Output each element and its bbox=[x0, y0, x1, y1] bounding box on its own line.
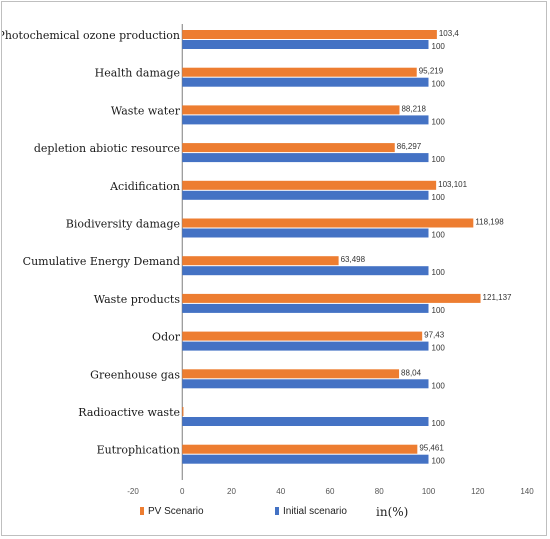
pv-data-label: 97,43 bbox=[424, 331, 445, 340]
category-label: Odor bbox=[152, 331, 181, 344]
x-tick-label: 0 bbox=[180, 487, 185, 496]
pv-data-label: 121,137 bbox=[483, 293, 512, 302]
pv-data-label: 63,498 bbox=[341, 255, 366, 264]
category-label: Radioactive waste bbox=[78, 406, 180, 419]
category-label: Cumulative Energy Demand bbox=[23, 255, 180, 268]
legend-initial-swatch bbox=[275, 507, 279, 515]
category-label: Photochemical ozone production bbox=[2, 29, 180, 42]
category-label: depletion abiotic resource bbox=[34, 142, 180, 155]
x-tick-label: 60 bbox=[326, 487, 335, 496]
pv-scenario-bar bbox=[182, 30, 437, 39]
x-tick-label: 80 bbox=[375, 487, 384, 496]
pv-scenario-bar bbox=[182, 293, 481, 303]
pv-data-label: 95,219 bbox=[419, 67, 444, 76]
category-label: Greenhouse gas bbox=[90, 368, 180, 381]
category-label: Health damage bbox=[95, 67, 180, 80]
initial-data-label: 100 bbox=[432, 381, 446, 390]
initial-data-label: 100 bbox=[432, 117, 446, 126]
pv-scenario-bar bbox=[182, 143, 395, 153]
initial-data-label: 100 bbox=[432, 193, 446, 202]
pv-scenario-bar bbox=[182, 218, 474, 228]
pv-scenario-bar bbox=[182, 256, 339, 266]
x-tick-label: 120 bbox=[471, 487, 485, 496]
initial-scenario-bar bbox=[182, 417, 429, 426]
initial-scenario-bar bbox=[182, 115, 429, 125]
pv-scenario-bar bbox=[182, 369, 400, 379]
legend-initial-label: Initial scenario bbox=[283, 506, 347, 517]
pv-data-label: 95,461 bbox=[419, 444, 444, 453]
initial-scenario-bar bbox=[182, 190, 429, 200]
initial-scenario-bar bbox=[182, 77, 429, 87]
initial-scenario-bar bbox=[182, 341, 429, 351]
x-axis-unit-label: in(%) bbox=[376, 505, 408, 519]
initial-data-label: 100 bbox=[432, 306, 446, 315]
category-label: Biodiversity damage bbox=[66, 218, 180, 231]
initial-data-label: 100 bbox=[432, 231, 446, 240]
initial-data-label: 100 bbox=[432, 457, 446, 466]
initial-data-label: 100 bbox=[432, 42, 446, 51]
category-label: Acidification bbox=[109, 180, 180, 193]
pv-data-label: 103,4 bbox=[439, 29, 460, 38]
initial-scenario-bar bbox=[182, 454, 429, 464]
pv-scenario-bar bbox=[182, 331, 423, 341]
pv-data-label: 103,101 bbox=[438, 180, 467, 189]
pv-scenario-bar bbox=[182, 407, 184, 416]
initial-data-label: 100 bbox=[432, 155, 446, 164]
legend-pv-label: PV Scenario bbox=[148, 506, 204, 517]
initial-scenario-bar bbox=[182, 153, 429, 163]
pv-data-label: 118,198 bbox=[475, 218, 504, 227]
category-label: Eutrophication bbox=[97, 444, 180, 457]
category-label: Waste water bbox=[111, 104, 181, 117]
x-tick-label: -20 bbox=[127, 487, 139, 496]
pv-data-label: 88,218 bbox=[401, 104, 426, 113]
x-tick-label: 20 bbox=[227, 487, 236, 496]
initial-data-label: 100 bbox=[432, 80, 446, 89]
x-tick-label: 40 bbox=[276, 487, 285, 496]
initial-scenario-bar bbox=[182, 379, 429, 389]
initial-scenario-bar bbox=[182, 266, 429, 276]
pv-scenario-bar bbox=[182, 444, 418, 454]
x-tick-label: 100 bbox=[422, 487, 436, 496]
pv-scenario-bar bbox=[182, 105, 400, 115]
pv-data-label: 88,04 bbox=[401, 368, 422, 377]
initial-data-label: 100 bbox=[432, 344, 446, 353]
legend-pv-swatch bbox=[140, 507, 144, 515]
x-tick-label: 140 bbox=[520, 487, 534, 496]
pv-scenario-bar bbox=[182, 67, 417, 77]
pv-data-label: 86,297 bbox=[397, 142, 422, 151]
initial-scenario-bar bbox=[182, 303, 429, 313]
initial-scenario-bar bbox=[182, 228, 429, 238]
initial-data-label: 100 bbox=[432, 419, 446, 428]
initial-data-label: 100 bbox=[432, 268, 446, 277]
initial-scenario-bar bbox=[182, 40, 429, 49]
category-label: Waste products bbox=[94, 293, 181, 306]
pv-scenario-bar bbox=[182, 180, 437, 190]
